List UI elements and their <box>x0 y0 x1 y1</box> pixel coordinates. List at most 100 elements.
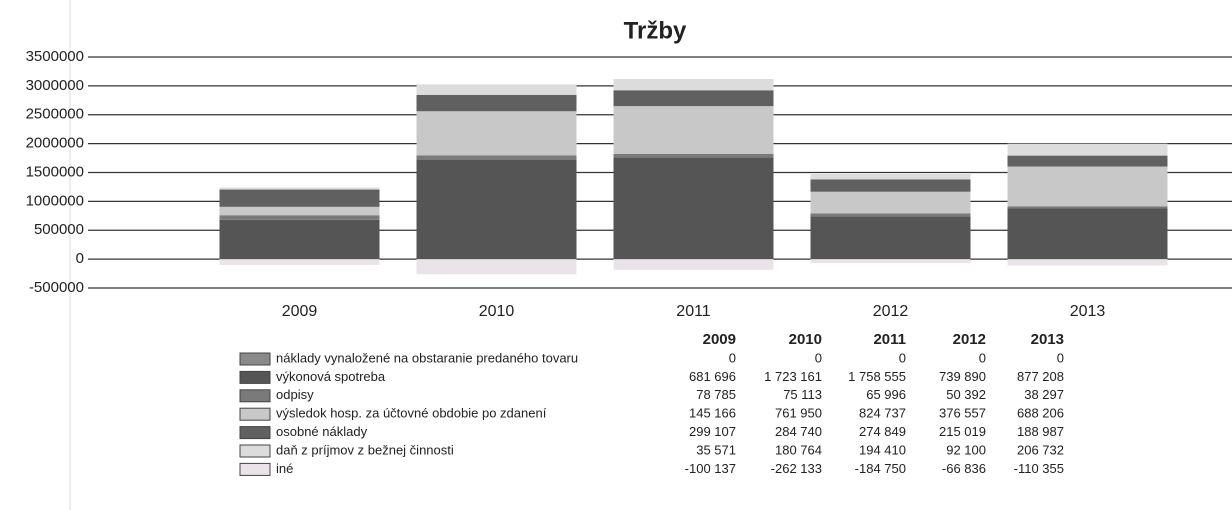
table-cell: 38 297 <box>1024 387 1064 402</box>
bar-segment <box>416 159 577 260</box>
bar-segment <box>810 259 971 263</box>
legend-swatch <box>239 407 271 421</box>
table-cell: 215 019 <box>939 424 986 439</box>
legend-swatch <box>239 462 271 476</box>
x-tick-label: 2012 <box>873 303 909 320</box>
bar-segment <box>810 213 971 217</box>
table-header: 2011 <box>873 331 906 348</box>
bar-segment <box>810 179 971 192</box>
bar-segment <box>219 215 380 220</box>
table-cell: 206 732 <box>1017 442 1064 457</box>
table-cell: 376 557 <box>939 406 986 421</box>
y-tick-label: 500000 <box>34 221 84 238</box>
table-cell: 274 849 <box>859 424 906 439</box>
table-cell: -100 137 <box>685 461 736 476</box>
table-cell: 877 208 <box>1017 369 1064 384</box>
y-tick-label: 1500000 <box>26 163 84 180</box>
table-cell: 0 <box>815 350 822 365</box>
bar-segment <box>810 191 971 214</box>
legend-swatch <box>239 370 271 384</box>
x-tick-label: 2009 <box>282 303 318 320</box>
table-cell: 739 890 <box>939 369 986 384</box>
table-cell: 145 166 <box>689 406 736 421</box>
table-cell: 284 740 <box>775 424 822 439</box>
legend-label: náklady vynaložené na obstaranie predané… <box>276 350 578 365</box>
y-tick-label: 3000000 <box>26 77 84 94</box>
bar-segment <box>1007 143 1168 156</box>
legend-label: osobné náklady <box>276 424 368 439</box>
table-cell: -66 836 <box>942 461 986 476</box>
table-cell: 1 723 161 <box>764 369 822 384</box>
bar-segment <box>219 189 380 207</box>
y-tick-label: 1000000 <box>26 192 84 209</box>
bar-segment <box>613 153 774 158</box>
table-cell: 0 <box>1057 350 1064 365</box>
table-cell: 35 571 <box>696 442 736 457</box>
x-tick-label: 2011 <box>676 303 711 320</box>
chart-title: Tržby <box>624 17 687 44</box>
table-header: 2010 <box>789 331 822 348</box>
legend-swatch <box>239 352 271 366</box>
table-cell: -110 355 <box>1014 461 1064 476</box>
table-cell: 50 392 <box>946 387 986 402</box>
table-header: 2012 <box>953 331 986 348</box>
bar-segment <box>416 111 577 156</box>
legend-label: daň z príjmov z bežnej činnosti <box>276 442 454 457</box>
legend-swatch <box>239 426 271 440</box>
y-tick-label: -500000 <box>29 279 84 296</box>
y-tick-label: 0 <box>76 250 84 267</box>
bar-segment <box>219 206 380 216</box>
table-cell: 761 950 <box>775 406 822 421</box>
legend-label: výsledok hosp. za účtovné obdobie po zda… <box>276 406 547 421</box>
table-cell: 194 410 <box>859 442 906 457</box>
bar-segment <box>613 79 774 91</box>
legend-swatch <box>239 389 271 403</box>
bar-segment <box>416 94 577 112</box>
bar-segment <box>219 219 380 260</box>
table-cell: 688 206 <box>1017 406 1064 421</box>
table-cell: 1 758 555 <box>848 369 906 384</box>
table-cell: 0 <box>729 350 736 365</box>
bar-segment <box>613 259 774 270</box>
y-tick-label: 3500000 <box>26 48 84 65</box>
table-cell: 78 785 <box>696 387 736 402</box>
legend-label: výkonová spotreba <box>276 369 386 384</box>
bar-segment <box>219 259 380 265</box>
table-cell: 75 113 <box>783 387 822 402</box>
legend-label: iné <box>276 461 293 476</box>
table-cell: 188 987 <box>1017 424 1064 439</box>
bar-segment <box>1007 208 1168 260</box>
table-cell: 299 107 <box>689 424 736 439</box>
legend-label: odpisy <box>276 387 314 402</box>
bar-segment <box>1007 166 1168 207</box>
bar-segment <box>613 106 774 154</box>
legend-swatch <box>239 444 271 458</box>
x-tick-label: 2013 <box>1070 303 1106 320</box>
table-header: 2013 <box>1031 331 1064 348</box>
y-tick-label: 2000000 <box>26 135 84 152</box>
table-cell: 92 100 <box>946 442 986 457</box>
bar-segment <box>810 174 971 180</box>
y-tick-label: 2500000 <box>26 106 84 123</box>
table-cell: 65 996 <box>866 387 906 402</box>
table-header: 2009 <box>703 331 736 348</box>
bar-segment <box>613 90 774 107</box>
bar-segment <box>613 157 774 260</box>
bar-segment <box>1007 155 1168 167</box>
table-cell: 180 764 <box>775 442 822 457</box>
table-cell: 681 696 <box>689 369 736 384</box>
table-cell: 0 <box>979 350 986 365</box>
bar-segment <box>810 216 971 260</box>
table-cell: -262 133 <box>771 461 822 476</box>
bar-segment <box>416 259 577 275</box>
table-cell: -184 750 <box>855 461 906 476</box>
table-cell: 824 737 <box>859 406 906 421</box>
bar-segment <box>416 155 577 160</box>
bar-segment <box>219 187 380 190</box>
table-cell: 0 <box>899 350 906 365</box>
bar-segment <box>416 84 577 95</box>
bar-segment <box>1007 259 1168 266</box>
bar-segment <box>1007 206 1168 209</box>
x-tick-label: 2010 <box>479 303 515 320</box>
